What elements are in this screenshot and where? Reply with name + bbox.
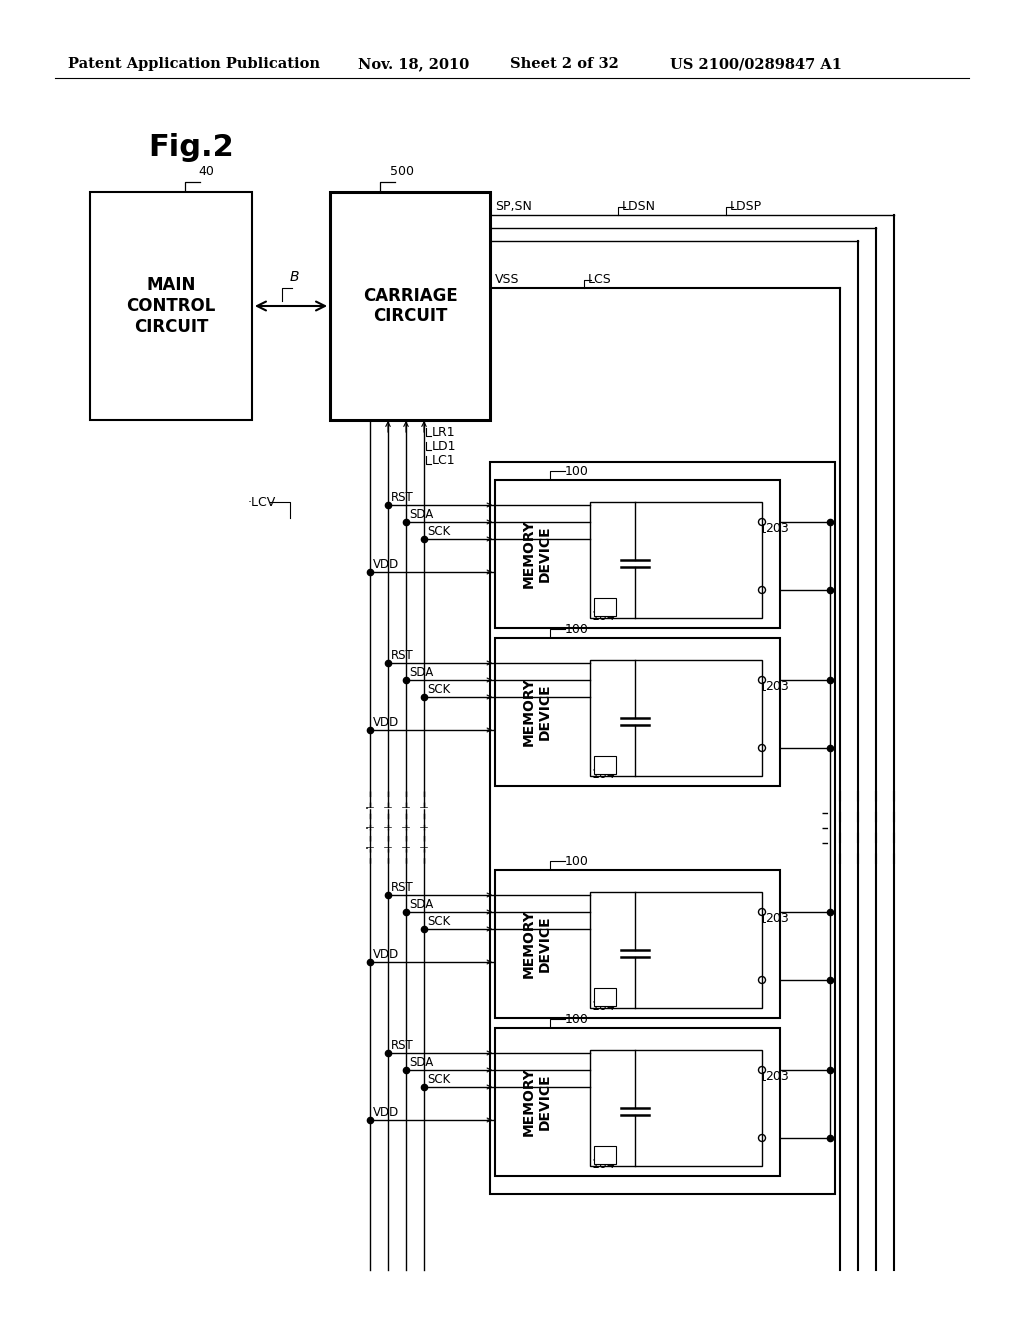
Text: RST: RST (391, 880, 414, 894)
Text: MAIN
CONTROL
CIRCUIT: MAIN CONTROL CIRCUIT (126, 276, 216, 335)
Text: SCK: SCK (427, 1073, 451, 1086)
Bar (590, 892, 762, 1008)
Text: 100: 100 (565, 623, 589, 636)
Bar (490, 462, 835, 1195)
Text: LDSP: LDSP (730, 201, 762, 213)
Text: SDA: SDA (409, 898, 433, 911)
Text: 100: 100 (565, 1012, 589, 1026)
Bar (495, 1028, 780, 1176)
Text: MEMORY
DEVICE: MEMORY DEVICE (522, 520, 552, 589)
Text: LDSN: LDSN (622, 201, 656, 213)
Text: Sheet 2 of 32: Sheet 2 of 32 (510, 57, 618, 71)
Text: 203: 203 (765, 521, 788, 535)
Text: 104: 104 (592, 768, 615, 781)
Text: US 2100/0289847 A1: US 2100/0289847 A1 (670, 57, 842, 71)
Text: 104: 104 (592, 1158, 615, 1171)
Text: Patent Application Publication: Patent Application Publication (68, 57, 319, 71)
Text: 104: 104 (592, 1001, 615, 1012)
Text: MEMORY
DEVICE: MEMORY DEVICE (522, 1068, 552, 1137)
Text: 40: 40 (198, 165, 214, 178)
Text: VDD: VDD (373, 1106, 399, 1119)
Bar (594, 598, 616, 616)
Text: 203: 203 (765, 1069, 788, 1082)
Text: 100: 100 (565, 855, 589, 869)
Bar (495, 870, 780, 1018)
Text: RST: RST (391, 1039, 414, 1052)
Bar (594, 756, 616, 774)
Text: SCK: SCK (427, 525, 451, 539)
Text: MEMORY
DEVICE: MEMORY DEVICE (522, 909, 552, 978)
Text: ·LCV: ·LCV (248, 495, 276, 508)
Text: VDD: VDD (373, 558, 399, 572)
Text: 104: 104 (592, 610, 615, 623)
Text: VDD: VDD (373, 715, 399, 729)
Text: SDA: SDA (409, 508, 433, 521)
Bar (594, 1146, 616, 1164)
Text: B: B (290, 271, 299, 284)
Text: LCS: LCS (588, 273, 611, 286)
Text: SCK: SCK (427, 915, 451, 928)
Text: MEMORY
DEVICE: MEMORY DEVICE (522, 677, 552, 747)
Text: Nov. 18, 2010: Nov. 18, 2010 (358, 57, 469, 71)
Bar (90, 191, 252, 420)
Bar (330, 191, 490, 420)
Text: 500: 500 (390, 165, 414, 178)
Text: 203: 203 (765, 912, 788, 924)
Bar (590, 502, 762, 618)
Bar (495, 638, 780, 785)
Text: VDD: VDD (373, 948, 399, 961)
Text: LD1: LD1 (432, 440, 457, 453)
Text: 100: 100 (565, 465, 589, 478)
Text: SDA: SDA (409, 667, 433, 678)
Text: RST: RST (391, 491, 414, 504)
Bar (495, 480, 780, 628)
Bar (590, 660, 762, 776)
Text: RST: RST (391, 649, 414, 663)
Text: LR1: LR1 (432, 425, 456, 438)
Text: SP,SN: SP,SN (495, 201, 531, 213)
Bar (590, 1049, 762, 1166)
Text: LC1: LC1 (432, 454, 456, 466)
Text: VSS: VSS (495, 273, 519, 286)
Bar (594, 987, 616, 1006)
Text: SDA: SDA (409, 1056, 433, 1069)
Text: CARRIAGE
CIRCUIT: CARRIAGE CIRCUIT (362, 286, 458, 326)
Text: 203: 203 (765, 680, 788, 693)
Text: Fig.2: Fig.2 (148, 133, 233, 162)
Text: SCK: SCK (427, 682, 451, 696)
